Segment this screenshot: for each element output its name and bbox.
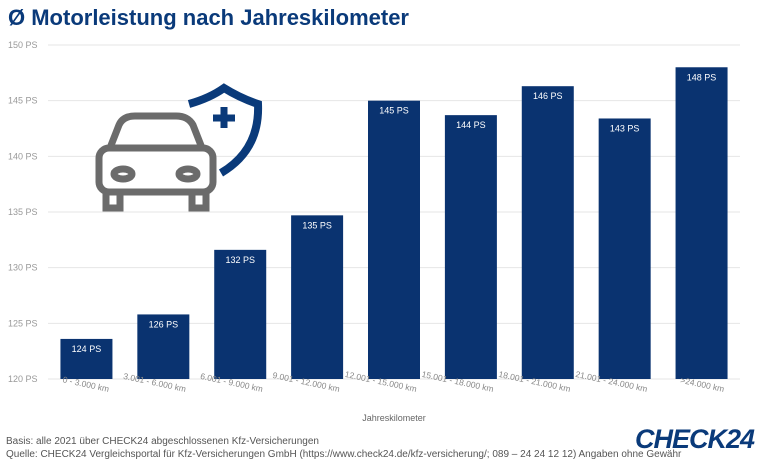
y-tick-label: 150 PS [8, 40, 38, 50]
check24-logo: CHECK24 [634, 424, 755, 454]
car-insurance-illustration [95, 83, 263, 212]
data-label: 143 PS [610, 123, 640, 133]
bar [675, 67, 728, 380]
data-label: 148 PS [687, 72, 717, 82]
y-tick-label: 140 PS [8, 151, 38, 161]
y-tick-label: 130 PS [8, 263, 38, 273]
data-label: 132 PS [225, 255, 255, 265]
bar [521, 86, 574, 380]
bar [60, 338, 113, 379]
y-tick-label: 135 PS [8, 207, 38, 217]
data-label: 126 PS [149, 319, 179, 329]
data-label: 135 PS [302, 220, 332, 230]
bar [291, 215, 344, 379]
footer-source: Quelle: CHECK24 Vergleichsportal für Kfz… [6, 449, 682, 460]
shield-plus-icon [187, 83, 263, 177]
y-tick-label: 145 PS [8, 96, 38, 106]
data-label: 144 PS [456, 120, 486, 130]
bar [137, 314, 190, 379]
data-label: 145 PS [379, 106, 409, 116]
bar [444, 115, 497, 379]
x-axis-label: Jahreskilometer [362, 413, 426, 423]
data-label: 146 PS [533, 91, 563, 101]
bar [368, 100, 420, 380]
y-tick-label: 125 PS [8, 318, 38, 328]
data-label: 124 PS [72, 344, 102, 354]
car-icon [95, 112, 217, 212]
footer-basis: Basis: alle 2021 über CHECK24 abgeschlos… [6, 436, 319, 447]
chart-title: Ø Motorleistung nach Jahreskilometer [8, 5, 409, 30]
y-tick-label: 120 PS [8, 374, 38, 384]
bar [598, 118, 651, 379]
bar [214, 249, 267, 379]
